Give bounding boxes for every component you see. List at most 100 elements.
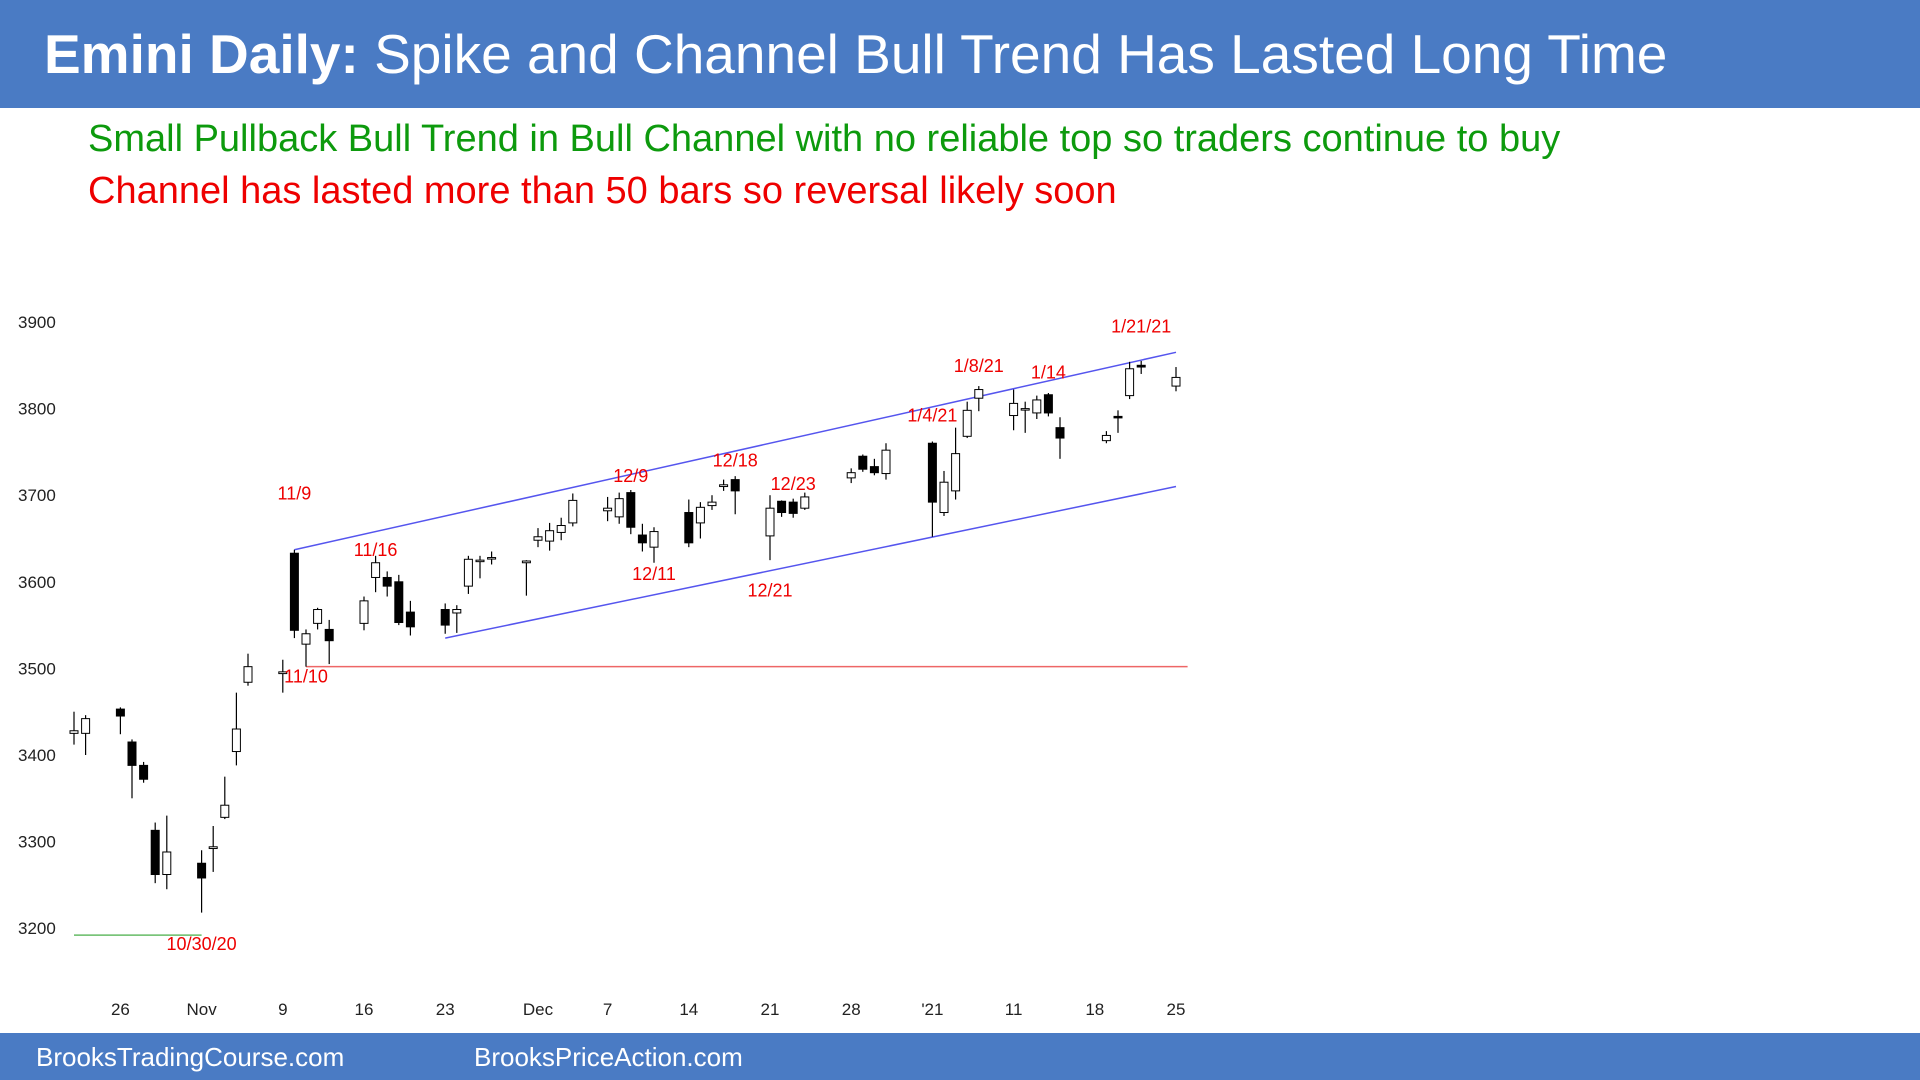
annotation-label: 1/4/21: [907, 406, 957, 426]
bear-candle: [197, 862, 207, 879]
x-tick-label: 25: [1167, 1000, 1186, 1019]
bull-candle: [939, 481, 949, 514]
bull-candle: [243, 666, 253, 683]
annotation-label: 11/16: [354, 540, 398, 560]
annotation-label: 11/9: [278, 484, 312, 504]
y-tick-label: 3200: [18, 919, 56, 938]
bull-candle: [974, 389, 984, 399]
bear-candle: [788, 501, 798, 514]
annotation-label: 12/18: [713, 451, 758, 471]
title-bar: Emini Daily: Spike and Channel Bull Tren…: [0, 0, 1920, 108]
bear-candle: [127, 741, 137, 766]
bear-candle: [927, 442, 937, 503]
bear-candle: [394, 581, 404, 624]
y-tick-label: 3900: [18, 313, 56, 332]
bear-candle: [684, 512, 694, 544]
bull-candle: [695, 506, 705, 524]
bull-candle: [359, 600, 369, 624]
bull-candle: [69, 730, 79, 734]
annotation-label: 1/14: [1031, 362, 1066, 382]
bull-candle: [278, 671, 288, 675]
y-tick-label: 3600: [18, 573, 56, 592]
bear-candle: [869, 466, 879, 474]
bull-candle: [1009, 402, 1019, 417]
annotation-label: 10/30/20: [167, 934, 237, 954]
x-tick-label: 26: [111, 1000, 130, 1019]
bull-candle: [521, 560, 531, 564]
title-prefix: Emini Daily:: [44, 23, 359, 85]
annotation-label: 1/8/21: [954, 356, 1004, 376]
bull-candle: [208, 846, 218, 850]
bull-candle: [800, 496, 810, 509]
bull-candle: [603, 507, 613, 512]
y-tick-label: 3500: [18, 659, 56, 678]
bear-candle: [1113, 415, 1123, 419]
bull-candle: [463, 558, 473, 587]
bear-candle: [1055, 427, 1065, 439]
bull-candle: [220, 804, 230, 818]
annotation-label: 11/10: [284, 666, 328, 686]
annotation-label: 12/9: [613, 466, 648, 486]
bull-candle: [1125, 368, 1135, 397]
x-tick-label: 11: [1005, 1000, 1023, 1019]
bull-candle: [765, 507, 775, 537]
channel-bottom-line: [445, 485, 1177, 639]
x-tick-label: 18: [1085, 1000, 1104, 1019]
bull-candle: [81, 718, 91, 734]
bull-candle: [533, 536, 543, 541]
y-tick-label: 3800: [18, 400, 56, 419]
annotation-label: 1/21/21: [1111, 316, 1171, 336]
x-tick-label: 28: [842, 1000, 861, 1019]
annotation-label: 12/11: [632, 564, 676, 584]
bull-candle: [487, 557, 497, 560]
bear-candle: [858, 455, 868, 470]
y-tick-label: 3400: [18, 746, 56, 765]
bull-candle: [545, 530, 555, 542]
footer-site-price-action[interactable]: BrooksPriceAction.com: [474, 1042, 743, 1072]
footer-bar: BrooksTradingCourse.com BrooksPriceActio…: [0, 1033, 1920, 1080]
bear-candle: [1136, 364, 1146, 368]
page-title: Emini Daily: Spike and Channel Bull Tren…: [44, 22, 1667, 86]
bull-candle: [1032, 399, 1042, 414]
y-tick-label: 3700: [18, 486, 56, 505]
bull-candle: [371, 562, 381, 578]
bull-candle: [1171, 376, 1181, 387]
bear-candle: [382, 576, 392, 587]
x-tick-label: 9: [278, 1000, 287, 1019]
bull-candle: [1101, 434, 1111, 442]
bull-candle: [556, 525, 566, 533]
bear-candle: [777, 500, 787, 514]
bull-candle: [649, 531, 659, 548]
x-tick-label: 21: [761, 1000, 780, 1019]
y-tick-label: 3300: [18, 833, 56, 852]
bull-candle: [313, 609, 323, 624]
footer-site-trading-course[interactable]: BrooksTradingCourse.com: [36, 1042, 345, 1072]
bear-candle: [405, 611, 415, 628]
x-tick-label: 16: [355, 1000, 374, 1019]
bull-candle: [951, 453, 961, 492]
bear-candle: [324, 628, 334, 642]
bear-candle: [637, 534, 647, 544]
title-main: Spike and Channel Bull Trend Has Lasted …: [374, 23, 1668, 85]
bull-candle: [231, 728, 241, 753]
bull-candle: [614, 498, 624, 518]
x-tick-label: Dec: [523, 1000, 554, 1019]
subtitle-reversal: Channel has lasted more than 50 bars so …: [88, 170, 1117, 212]
bull-candle: [719, 484, 729, 488]
x-tick-label: Nov: [186, 1000, 217, 1019]
bull-candle: [846, 472, 856, 479]
x-tick-label: 23: [436, 1000, 455, 1019]
bull-candle: [162, 851, 172, 876]
channel-top-line: [294, 351, 1177, 551]
bull-candle: [881, 449, 891, 475]
bull-candle: [1020, 408, 1030, 411]
bear-candle: [139, 764, 149, 780]
bear-candle: [289, 552, 299, 631]
candlestick-chart: 3200 3300 3400 3500 3600 3700 3800 3900 26 Nov 9 16…: [18, 313, 1188, 1019]
x-tick-label: 7: [603, 1000, 612, 1019]
x-tick-label: '21: [921, 1000, 943, 1019]
bear-candle: [1043, 394, 1053, 414]
bull-candle: [707, 501, 717, 507]
bull-candle: [568, 499, 578, 524]
bull-candle: [475, 559, 485, 563]
